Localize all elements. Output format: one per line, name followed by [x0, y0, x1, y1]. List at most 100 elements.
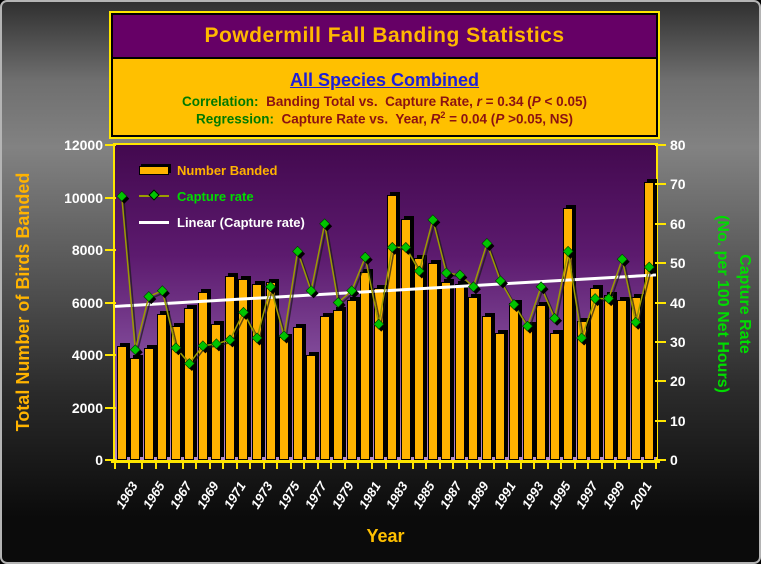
x-axis-label-1983: 1983 — [382, 479, 411, 512]
bar-1985 — [414, 257, 425, 460]
stat-label: Correlation: — [182, 93, 259, 109]
left-axis-tick — [105, 459, 116, 461]
right-axis-tick — [655, 262, 666, 265]
capture-rate-point-2001 — [630, 316, 642, 328]
x-axis-tick — [235, 462, 238, 469]
capture-rate-point-1982 — [373, 318, 385, 330]
x-axis-tick — [614, 462, 617, 469]
x-axis-tick — [600, 462, 603, 469]
capture-rate-point-1977 — [305, 285, 317, 297]
x-axis-label-1989: 1989 — [464, 479, 493, 512]
x-axis-tick — [560, 462, 563, 469]
line-diamond-swatch-icon — [139, 189, 169, 201]
bar-swatch-icon — [139, 165, 169, 175]
x-axis-tick — [208, 462, 211, 469]
x-axis-tick — [114, 462, 116, 469]
x-axis-tick — [262, 462, 265, 469]
right-axis-tick-label: 10 — [670, 412, 686, 429]
x-axis-tick — [168, 462, 171, 469]
legend-item-linear: Linear (Capture rate) — [139, 209, 305, 235]
right-axis-tick — [655, 459, 666, 461]
capture-rate-point-1980 — [346, 285, 358, 297]
x-axis-label-1975: 1975 — [274, 479, 303, 512]
capture-rate-point-1997 — [576, 332, 588, 344]
left-axis-tick-label: 8000 — [71, 242, 103, 258]
x-axis-title: Year — [366, 526, 405, 546]
left-axis-tick — [105, 196, 116, 199]
chart-title: Powdermill Fall Banding Statistics — [204, 24, 565, 47]
capture-rate-line-shadow — [123, 198, 652, 367]
bar-1972 — [238, 278, 249, 460]
x-axis-tick — [533, 462, 536, 469]
capture-rate-point-1990 — [481, 238, 493, 249]
right-axis-tick-label: 50 — [670, 255, 686, 272]
bar-1990 — [481, 315, 492, 460]
capture-rate-point-1981 — [359, 251, 371, 263]
right-axis-tick — [655, 183, 666, 186]
x-axis-tick — [303, 462, 306, 469]
bar-1994 — [536, 305, 547, 460]
x-axis-tick — [573, 462, 576, 469]
capture-rate-point-1971 — [224, 334, 236, 346]
x-axis-label-1967: 1967 — [166, 479, 195, 512]
chart-subtitle: All Species Combined — [289, 69, 480, 90]
right-axis-tick — [655, 144, 666, 146]
capture-rate-point-1986 — [427, 214, 439, 226]
x-axis-label-2001: 2001 — [626, 479, 655, 512]
right-axis-tick-label: 60 — [670, 215, 686, 232]
x-axis-label-1981: 1981 — [355, 479, 384, 512]
legend-label: Linear (Capture rate) — [177, 214, 305, 230]
capture-rate-point-1987 — [440, 267, 452, 279]
left-axis-tick-label: 6000 — [71, 294, 103, 311]
left-axis-tick — [105, 249, 116, 251]
right-axis-title-line2: (No. per 100 Net Hours) — [714, 215, 732, 393]
bar-1976 — [292, 327, 303, 460]
x-axis-line — [111, 460, 660, 463]
x-axis-tick — [506, 462, 509, 469]
capture-rate-point-1995 — [549, 312, 560, 324]
x-axis-tick — [479, 462, 482, 469]
x-axis-tick — [343, 462, 346, 469]
capture-rate-point-1966 — [156, 285, 168, 297]
capture-rate-point-1968 — [183, 358, 195, 369]
left-axis-tick-label: 10000 — [64, 189, 103, 206]
x-axis-tick — [357, 462, 360, 469]
x-axis-tick — [222, 462, 225, 469]
left-axis-tick-label: 4000 — [71, 347, 103, 363]
capture-rate-point-1974 — [265, 281, 276, 293]
bar-2000 — [617, 299, 628, 460]
capture-rate-point-1970 — [211, 338, 222, 350]
x-axis-label-1979: 1979 — [328, 479, 357, 512]
bar-1989 — [468, 297, 479, 460]
bar-1977 — [306, 355, 317, 460]
capture-rate-point-1996 — [562, 245, 574, 257]
x-axis-tick — [438, 462, 441, 469]
bar-1997 — [576, 320, 587, 460]
bar-1983 — [387, 194, 398, 460]
x-axis-tick — [316, 462, 319, 469]
capture-rate-point-1975 — [278, 330, 290, 342]
capture-rate-point-1988 — [454, 269, 466, 281]
legend-label: Number Banded — [177, 162, 278, 178]
x-axis-label-1971: 1971 — [220, 479, 249, 512]
right-axis-title: Capture Rate (No. per 100 Net Hours) — [703, 134, 755, 474]
bar-1965 — [143, 348, 154, 460]
bar-1963 — [116, 345, 127, 460]
bar-1982 — [373, 288, 384, 460]
bar-1964 — [130, 357, 141, 460]
capture-rate-point-1976 — [292, 245, 304, 257]
bar-1973 — [252, 284, 262, 460]
x-axis-tick — [398, 462, 401, 469]
left-axis-tick-label: 12000 — [64, 137, 103, 153]
x-axis-tick — [141, 462, 144, 469]
x-axis-tick — [425, 462, 428, 469]
bars-layer — [115, 145, 656, 460]
x-axis-tick — [655, 462, 657, 469]
capture-rate-point-1985 — [413, 265, 425, 277]
bar-2002 — [644, 181, 655, 460]
left-axis-tick — [105, 301, 116, 304]
bar-1980 — [346, 299, 357, 460]
trend-line-swatch-icon — [139, 220, 169, 224]
x-axis-label-1963: 1963 — [112, 479, 141, 512]
